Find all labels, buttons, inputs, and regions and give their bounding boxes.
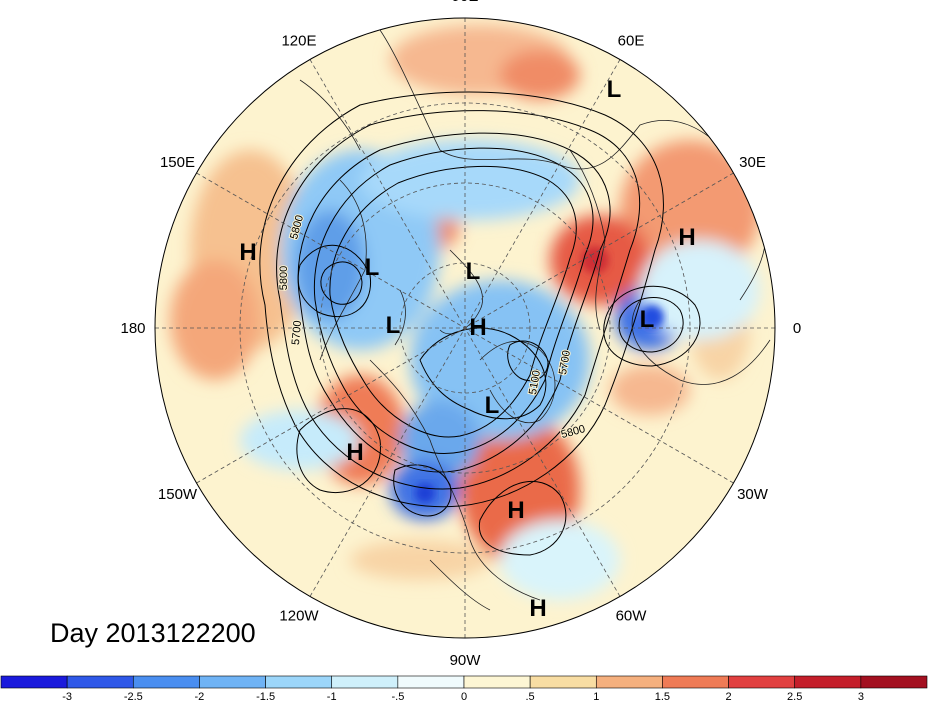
colorbar-tick-label: 3 (858, 691, 864, 702)
pressure-center-high-pole: H (469, 314, 486, 341)
polar-map: 90E 60E 30E 0 30W 60W 90W 120W 150W 180 150E 120E L… (120, 0, 801, 669)
colorbar-tick-label: -1.5 (256, 691, 275, 702)
colorbar-swatch (265, 675, 333, 689)
colorbar-swatch (662, 675, 729, 689)
pressure-center-low-canada: L (485, 392, 500, 419)
longitude-labels: 90E 60E 30E 0 30W 60W 90W 120W 150W 180 150E 120E (120, 0, 801, 669)
longitude-label: 0 (793, 320, 801, 337)
pressure-center-low-north-atlantic: L (640, 306, 655, 333)
colorbar-swatch (529, 675, 597, 689)
longitude-label: 150W (158, 486, 198, 503)
colorbar-swatch (595, 675, 663, 689)
colorbar-tick-label: 1.5 (655, 691, 670, 702)
longitude-label: 90W (450, 652, 482, 669)
colorbar-swatch (0, 675, 68, 689)
colorbar-swatch (199, 675, 266, 689)
colorbar-tick-label: 2 (726, 691, 732, 702)
longitude-label: 30E (739, 154, 766, 171)
colorbar-tick-label: 2.5 (787, 691, 802, 702)
longitude-label: 60E (618, 33, 645, 50)
contour-label: 5800 (278, 266, 290, 290)
lat-lon-grid (155, 18, 775, 638)
pressure-center-high-north-pacific: H (239, 239, 256, 266)
colorbar-swatch (728, 675, 796, 689)
colorbar-tick-label: -1 (327, 691, 337, 702)
pressure-center-high-ne-pacific: H (346, 439, 363, 466)
longitude-label: 60W (616, 608, 648, 625)
colorbar-swatch (331, 675, 399, 689)
longitude-label: 150E (160, 154, 195, 171)
pressure-center-high-west-atlantic: H (507, 497, 524, 524)
pressure-center-low-alaska: L (386, 312, 401, 339)
pressure-center-labels: L H L H L L H L L H H H (239, 76, 695, 622)
contour-label: 5100 (527, 369, 543, 395)
pressure-center-high-subtropical-atlantic: H (529, 595, 546, 622)
colorbar-swatch (860, 675, 928, 689)
longitude-label: 180 (120, 320, 145, 337)
pressure-center-low-arctic: L (466, 258, 481, 285)
longitude-label: 30W (737, 486, 769, 503)
colorbar-swatch (463, 675, 531, 689)
map-boundary (154, 17, 776, 639)
longitude-label: 120E (281, 33, 316, 50)
colorbar-tick-label: 0 (461, 691, 467, 702)
pressure-center-high-eastern-europe: H (678, 224, 695, 251)
colorbar: -3 -2.5 -2 -1.5 -1 -.5 0 .5 1 1.5 2 2.5 3 (0, 675, 928, 702)
colorbar-tick-label: -2.5 (124, 691, 143, 702)
colorbar-swatch (66, 675, 134, 689)
colorbar-tick-label: -3 (62, 691, 72, 702)
colorbar-tick-label: -.5 (391, 691, 404, 702)
longitude-label: 120W (279, 608, 319, 625)
map-title: Day 2013122200 (50, 618, 256, 648)
contour-label: 5700 (557, 349, 573, 375)
colorbar-tick-label: .5 (526, 691, 535, 702)
contour-label: 5700 (290, 320, 304, 345)
longitude-label: 90E (452, 0, 479, 5)
colorbar-swatch (794, 675, 862, 689)
colorbar-tick-label: -2 (195, 691, 205, 702)
height-contours (259, 91, 701, 556)
colorbar-swatch (397, 675, 465, 689)
colorbar-swatch (132, 675, 200, 689)
colorbar-tick-label: 1 (593, 691, 599, 702)
pressure-center-low-north-europe: L (607, 76, 622, 103)
pressure-center-low-siberia: L (365, 254, 380, 281)
